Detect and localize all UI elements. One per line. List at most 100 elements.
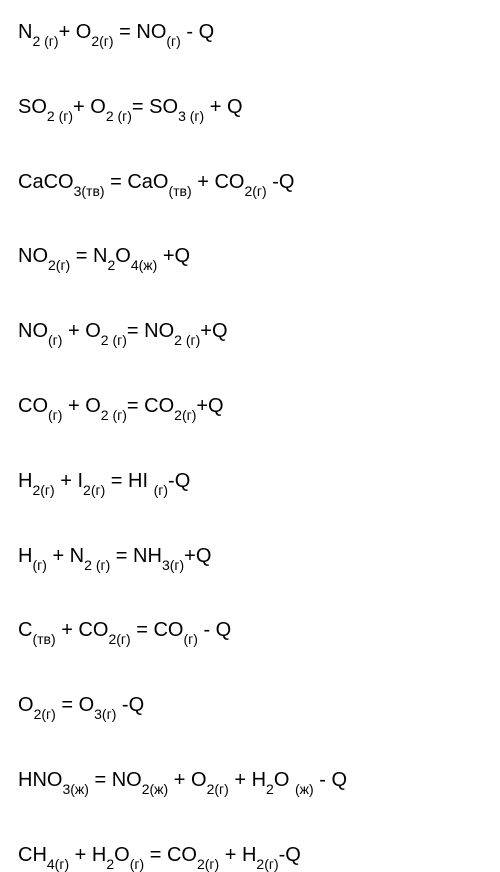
equation-term: O	[18, 694, 34, 716]
subscript: (тв)	[168, 183, 191, 199]
subscript: 2 (г)	[101, 407, 127, 423]
equation-list: N2 (г)+ O2(г) = NO(г) - QSO2 (г)+ O2 (г)…	[18, 20, 482, 870]
subscript: 2(г)	[108, 631, 130, 647]
subscript: (г)	[48, 407, 62, 423]
equation-term: NO	[18, 245, 48, 267]
equation-term: - Q	[181, 21, 214, 43]
equation-term: = NO	[114, 21, 167, 43]
equation-term: + H	[69, 844, 106, 866]
equation-term: = HI	[105, 470, 153, 492]
subscript: (тв)	[32, 631, 55, 647]
equation-1: N2 (г)+ O2(г) = NO(г) - Q	[18, 20, 482, 47]
equation-term: +Q	[196, 395, 223, 417]
equation-term: CO	[18, 395, 48, 417]
equation-term: C	[18, 619, 32, 641]
equation-term: - Q	[314, 769, 347, 791]
equation-term: N	[18, 21, 32, 43]
equation-term: = NH	[110, 545, 162, 567]
subscript: (ж)	[295, 781, 314, 797]
subscript: 2(г)	[256, 856, 278, 872]
equation-term: + O	[73, 96, 106, 118]
equation-term: - Q	[198, 619, 231, 641]
equation-8: H(г) + N2 (г) = NH3(г)+Q	[18, 544, 482, 571]
subscript: 2 (г)	[47, 108, 73, 124]
equation-term: + H	[219, 844, 256, 866]
subscript: 2(г)	[32, 482, 54, 498]
subscript: (г)	[48, 332, 62, 348]
subscript: 2(г)	[83, 482, 105, 498]
equation-9: C(тв) + CO2(г) = CO(г) - Q	[18, 618, 482, 645]
subscript: 2(г)	[207, 781, 229, 797]
equation-4: NO2(г) = N2O4(ж) +Q	[18, 244, 482, 271]
equation-term: = O	[56, 694, 94, 716]
subscript: 2(ж)	[142, 781, 168, 797]
subscript: 3(г)	[94, 706, 116, 722]
subscript: (г)	[130, 856, 144, 872]
equation-term: H	[18, 545, 32, 567]
equation-term: -Q	[116, 694, 144, 716]
equation-term: + CO	[56, 619, 109, 641]
subscript: 2(г)	[244, 183, 266, 199]
subscript: 2	[107, 257, 115, 273]
equation-term: HNO	[18, 769, 62, 791]
equation-term: = CO	[131, 619, 184, 641]
equation-term: CH	[18, 844, 47, 866]
equation-term: + H	[229, 769, 266, 791]
equation-term: -Q	[267, 171, 295, 193]
subscript: 3 (г)	[178, 108, 204, 124]
equation-term: -Q	[168, 470, 190, 492]
equation-term: SO	[18, 96, 47, 118]
equation-term: +Q	[184, 545, 211, 567]
subscript: 2	[266, 781, 274, 797]
subscript: 2	[106, 856, 114, 872]
subscript: (г)	[32, 557, 46, 573]
subscript: 2 (г)	[106, 108, 132, 124]
equation-5: NO(г) + O2 (г)= NO2 (г)+Q	[18, 319, 482, 346]
subscript: 2 (г)	[101, 332, 127, 348]
subscript: 2 (г)	[84, 557, 110, 573]
equation-7: H2(г) + I2(г) = HI (г)-Q	[18, 469, 482, 496]
subscript: 4(г)	[47, 856, 69, 872]
equation-6: CO(г) + O2 (г)= CO2(г)+Q	[18, 394, 482, 421]
equation-term: +Q	[157, 245, 190, 267]
equation-term: = NO	[89, 769, 142, 791]
equation-10: O2(г) = O3(г) -Q	[18, 693, 482, 720]
subscript: (г)	[166, 33, 180, 49]
equation-3: CaCO3(тв) = CaO(тв) + CO2(г) -Q	[18, 170, 482, 197]
equation-term: = CaO	[105, 171, 169, 193]
equation-term: + O	[59, 21, 92, 43]
equation-2: SO2 (г)+ O2 (г)= SO3 (г) + Q	[18, 95, 482, 122]
equation-term: H	[18, 470, 32, 492]
equation-term: + N	[47, 545, 84, 567]
subscript: 4(ж)	[131, 257, 157, 273]
equation-term: NO	[18, 320, 48, 342]
subscript: 2(г)	[91, 33, 113, 49]
equation-term: O	[115, 245, 131, 267]
equation-term: = CO	[127, 395, 174, 417]
equation-term: = SO	[132, 96, 178, 118]
subscript: 3(тв)	[74, 183, 105, 199]
subscript: 2(г)	[174, 407, 196, 423]
subscript: 3(г)	[162, 557, 184, 573]
equation-term: = NO	[127, 320, 174, 342]
equation-term: +Q	[200, 320, 227, 342]
equation-11: HNO3(ж) = NO2(ж) + O2(г) + H2O (ж) - Q	[18, 768, 482, 795]
subscript: 2(г)	[197, 856, 219, 872]
subscript: 2(г)	[48, 257, 70, 273]
equation-term: O	[114, 844, 130, 866]
equation-term: + I	[55, 470, 83, 492]
equation-term: CaCO	[18, 171, 74, 193]
equation-term: = CO	[144, 844, 197, 866]
equation-term: -Q	[279, 844, 301, 866]
equation-term: = N	[70, 245, 107, 267]
subscript: 2 (г)	[32, 33, 58, 49]
equation-term: + O	[62, 320, 100, 342]
subscript: 2(г)	[34, 706, 56, 722]
equation-term: + Q	[204, 96, 242, 118]
subscript: (г)	[154, 482, 168, 498]
equation-term: + CO	[192, 171, 245, 193]
subscript: 2 (г)	[174, 332, 200, 348]
equation-term: O	[274, 769, 295, 791]
equation-term: + O	[168, 769, 206, 791]
subscript: (г)	[183, 631, 197, 647]
